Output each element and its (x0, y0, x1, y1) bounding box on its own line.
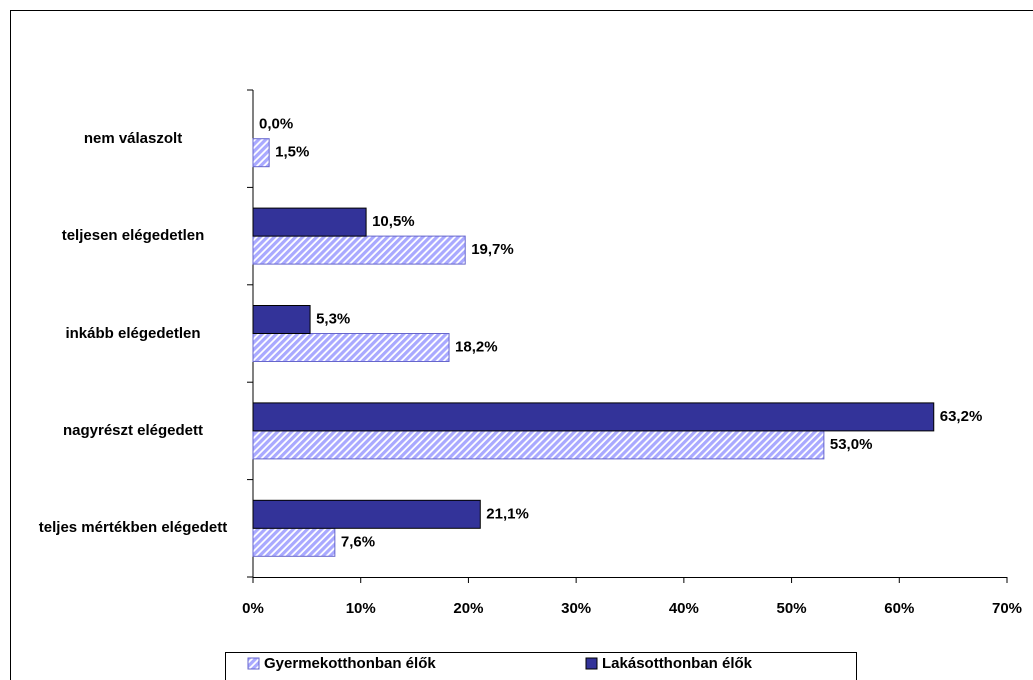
value-label: 1,5% (275, 144, 309, 161)
bar (252, 499, 481, 529)
bar (252, 207, 367, 237)
x-tick-label: 30% (561, 600, 591, 617)
x-tick-label: 50% (777, 600, 807, 617)
bar (252, 235, 466, 265)
value-label: 5,3% (316, 310, 350, 327)
legend-label: Lakásotthonban élők (602, 655, 753, 672)
x-tick-label: 0% (242, 600, 264, 617)
bar (252, 333, 450, 362)
bar (252, 138, 270, 168)
x-tick-label: 70% (992, 600, 1022, 617)
value-label: 63,2% (940, 408, 983, 425)
bar (252, 527, 336, 557)
x-tick-label: 60% (884, 600, 914, 617)
legend-swatch (247, 657, 260, 670)
x-tick-label: 20% (453, 600, 483, 617)
category-label: teljes mértékben elégedett (38, 519, 228, 537)
chart-border (10, 10, 1033, 680)
category-label: teljesen elégedetlen (61, 227, 205, 245)
category-label: nem válaszolt (83, 129, 183, 147)
bar (252, 305, 311, 334)
legend-swatch (585, 657, 598, 670)
value-label: 0,0% (259, 116, 293, 133)
value-label: 19,7% (471, 241, 514, 258)
value-label: 53,0% (830, 436, 873, 453)
bar (252, 430, 825, 460)
legend-label: Gyermekotthonban élők (264, 655, 436, 672)
value-label: 10,5% (372, 213, 415, 230)
legend-box (225, 652, 857, 680)
value-label: 18,2% (455, 338, 498, 355)
x-tick-label: 40% (669, 600, 699, 617)
value-label: 7,6% (341, 533, 375, 550)
bar (252, 402, 935, 432)
x-tick-label: 10% (346, 600, 376, 617)
value-label: 21,1% (486, 505, 529, 522)
category-label: inkább elégedetlen (65, 324, 201, 342)
category-label: nagyrészt elégedett (62, 421, 204, 439)
